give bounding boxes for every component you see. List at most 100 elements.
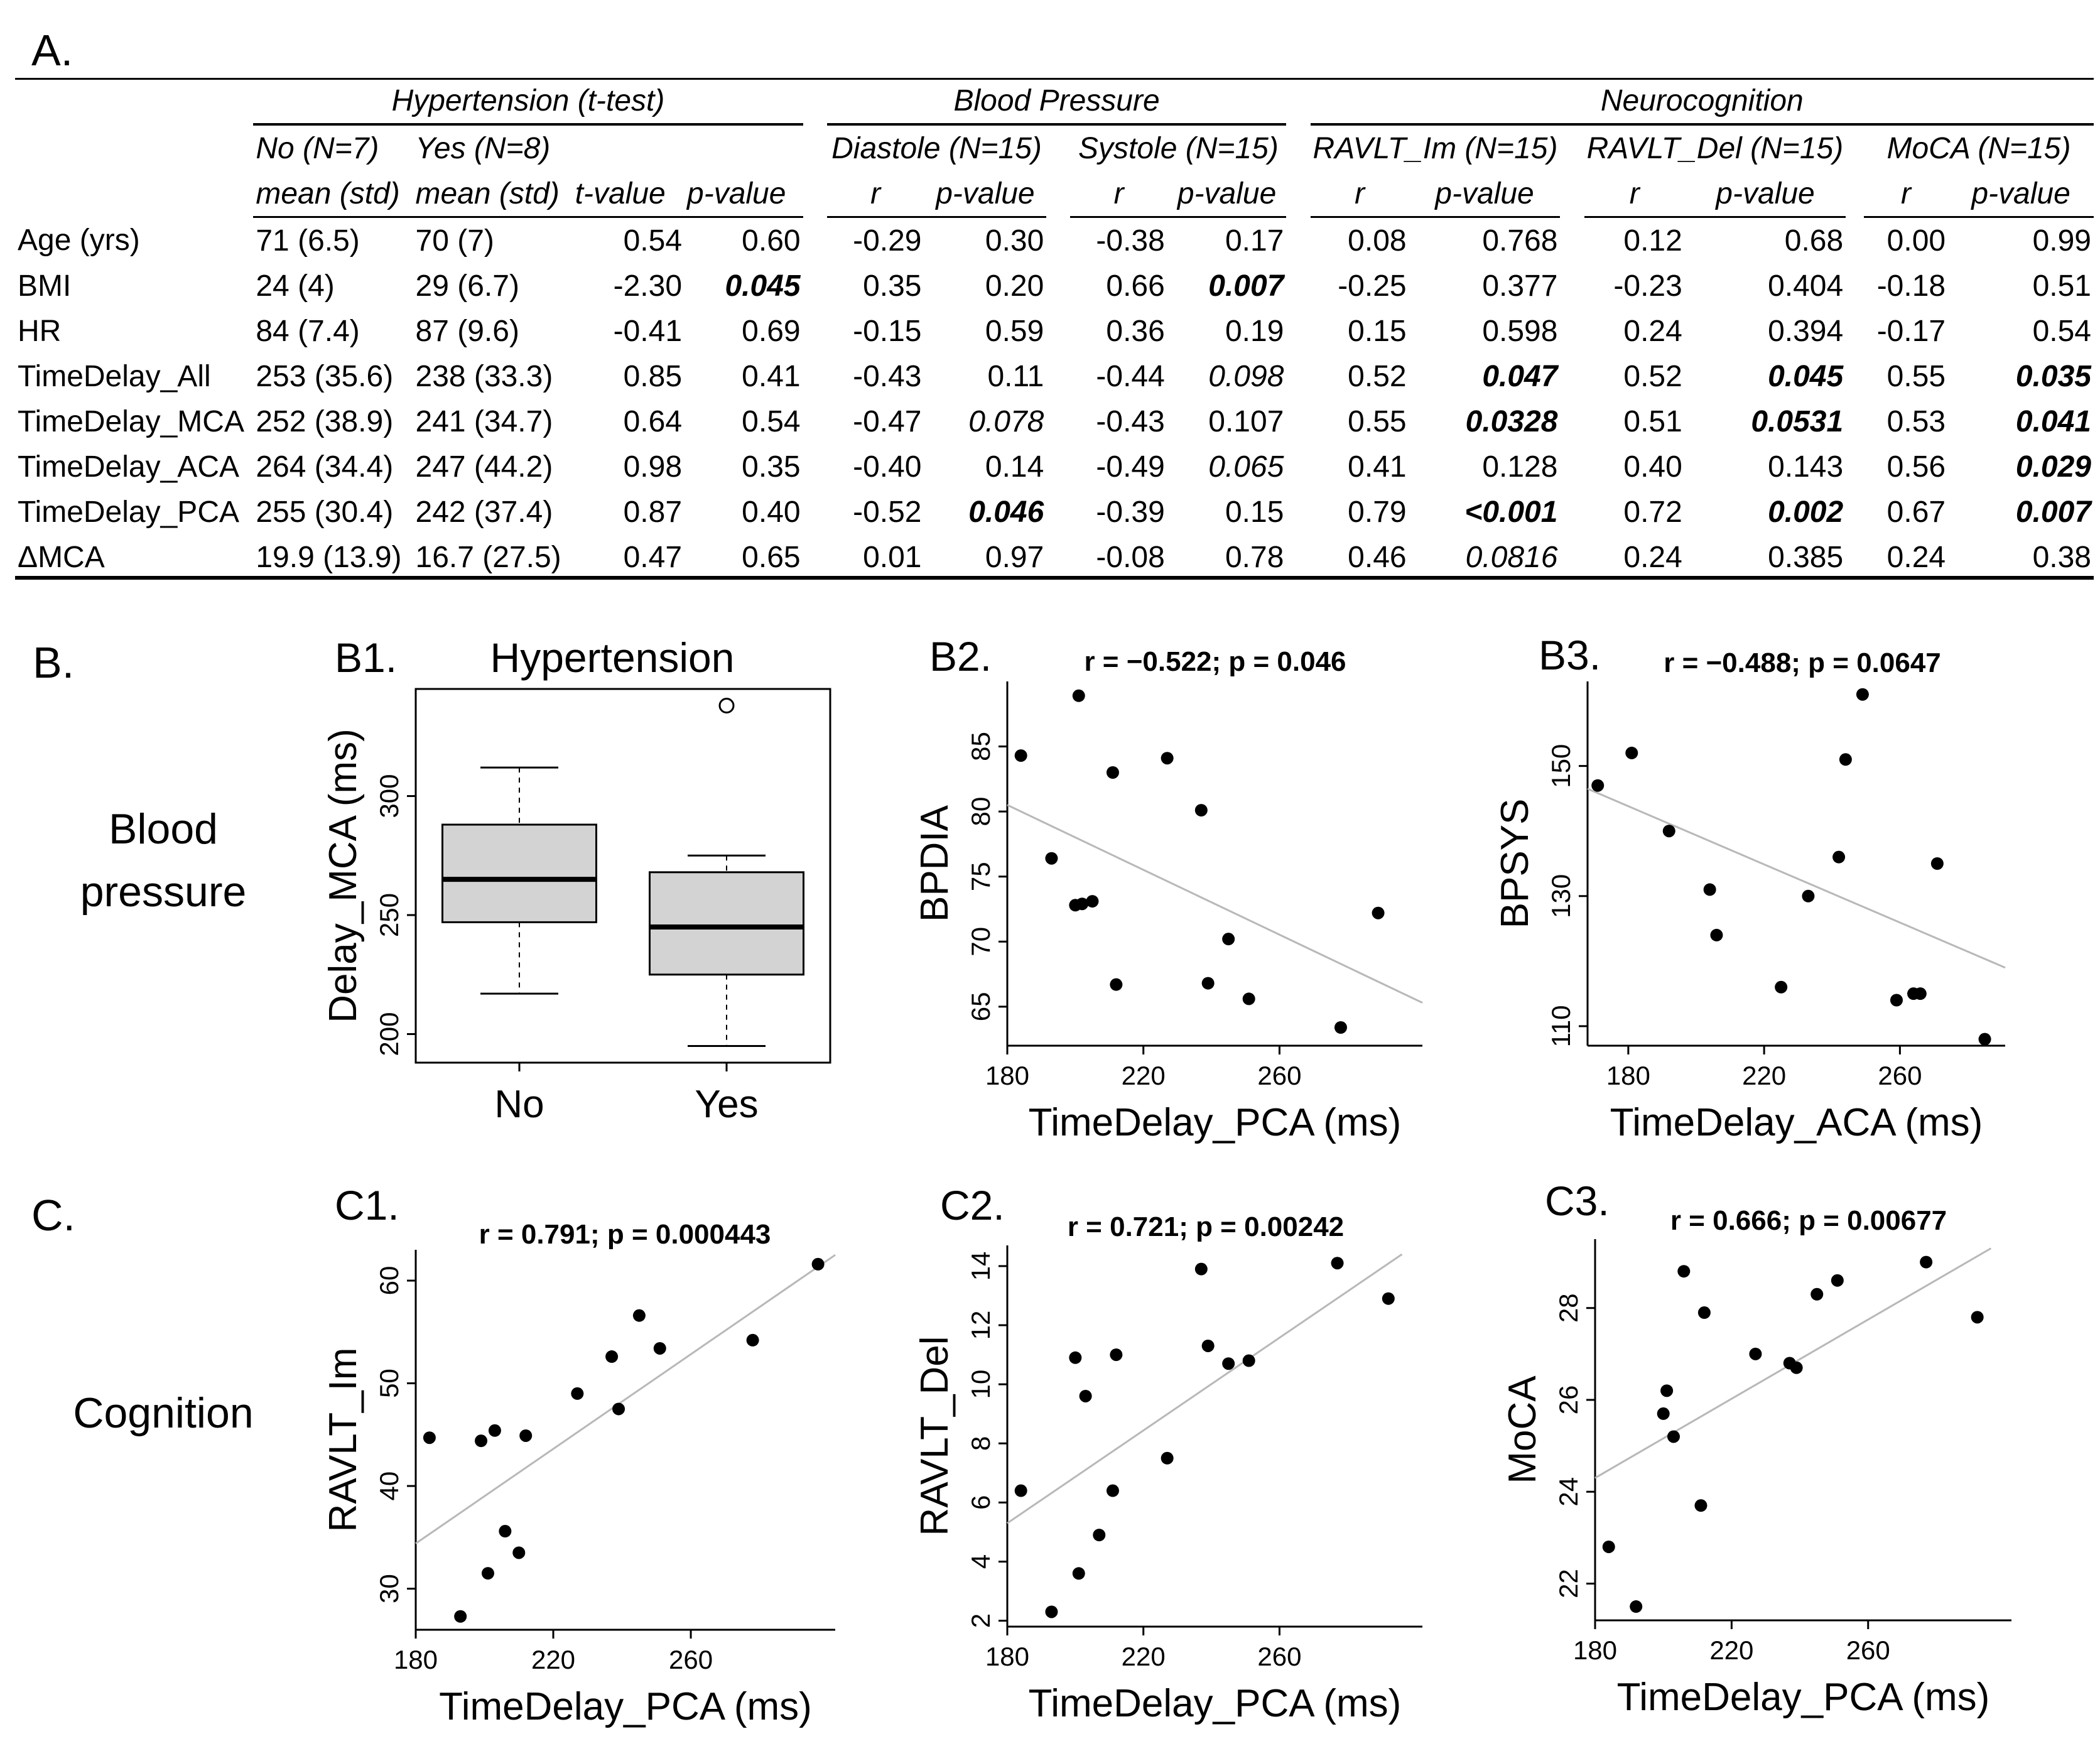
data-point [1242, 992, 1255, 1005]
row-label-cell: TimeDelay_MCA [18, 404, 244, 438]
y-tick-label: 8 [966, 1436, 995, 1451]
data-point [1072, 689, 1085, 702]
cell-im-r: 0.15 [1348, 314, 1407, 348]
cell-t: 0.98 [623, 450, 683, 484]
cell-sys-p: 0.065 [1208, 450, 1284, 484]
y-tick-label: 110 [1546, 1005, 1576, 1047]
table-row: BMI 24 (4) 29 (6.7) -2.30 0.045 0.35 0.20 0.66 0… [15, 263, 2094, 308]
row-label-blood-pressure: Blood pressure [63, 798, 264, 923]
cell-del-p: 0.394 [1768, 314, 1844, 348]
cell-sys-r: -0.49 [1096, 450, 1165, 484]
cell-del-r: 0.24 [1623, 314, 1682, 348]
data-point [1839, 753, 1852, 766]
data-point [475, 1434, 488, 1448]
data-point [499, 1525, 512, 1538]
data-point [481, 1567, 494, 1580]
cell-sys-p: 0.107 [1208, 404, 1284, 438]
cell-del-r: -0.23 [1613, 269, 1682, 303]
data-point [1372, 906, 1385, 919]
cell-sys-r: 0.66 [1106, 269, 1165, 303]
cell-sys-r: 0.36 [1106, 314, 1165, 348]
b3-stat: r = −0.488; p = 0.0647 [1664, 648, 1941, 678]
data-point [1667, 1430, 1680, 1443]
data-point [1045, 1605, 1058, 1618]
cell-no: 71 (6.5) [256, 224, 360, 257]
row-label-cell: BMI [18, 269, 72, 303]
x-category-label: Yes [695, 1083, 758, 1126]
data-point [1079, 1389, 1092, 1402]
cell-moca-p: 0.007 [2015, 495, 2091, 529]
c1-x-label: TimeDelay_PCA (ms) [439, 1685, 812, 1728]
cell-im-r: 0.52 [1348, 359, 1407, 393]
row-label-blood: Blood [109, 805, 218, 853]
x-tick-label: 220 [1709, 1635, 1753, 1665]
data-point [1630, 1600, 1643, 1613]
x-tick-label: 180 [985, 1642, 1029, 1671]
row-label-cell: TimeDelay_ACA [18, 450, 239, 484]
colhead-im-r: r [1310, 171, 1409, 218]
data-point [605, 1350, 619, 1363]
box-body [649, 871, 804, 976]
cell-moca-r: 0.00 [1886, 224, 1946, 257]
cell-yes: 242 (37.4) [415, 495, 553, 529]
cell-yes: 16.7 (27.5) [415, 540, 561, 574]
x-tick-label: 220 [1122, 1061, 1166, 1090]
cell-dia-p: 0.046 [968, 495, 1044, 529]
cell-no: 24 (4) [256, 269, 335, 303]
fit-line [1007, 1253, 1403, 1524]
cell-sys-p: 0.78 [1225, 540, 1284, 574]
box-outlier [718, 698, 735, 714]
cell-im-p: 0.377 [1482, 269, 1558, 303]
x-tick-label: 220 [1122, 1642, 1166, 1671]
cell-sys-r: -0.43 [1096, 404, 1165, 438]
y-tick-label: 6 [966, 1495, 995, 1510]
row-label-cell: Age (yrs) [18, 223, 140, 257]
cell-im-r: 0.79 [1348, 495, 1407, 529]
cell-im-p: <0.001 [1464, 495, 1558, 529]
stats-table: Hypertension (t-test) Blood Pressure Neu… [15, 78, 2094, 580]
x-tick-label: 220 [1742, 1061, 1786, 1090]
cell-im-r: -0.25 [1338, 269, 1407, 303]
b2-tag: B2. [929, 633, 992, 680]
cell-dia-r: -0.52 [853, 495, 922, 529]
data-point [1069, 1351, 1082, 1364]
y-tick-label: 30 [374, 1574, 404, 1603]
cell-moca-p: 0.51 [2032, 269, 2091, 303]
data-point [512, 1546, 526, 1559]
data-point [1045, 852, 1058, 865]
data-point [1660, 1384, 1674, 1397]
y-tick-label: 12 [966, 1311, 995, 1340]
cell-dia-p: 0.97 [985, 540, 1044, 574]
c3-x-label: TimeDelay_PCA (ms) [1617, 1676, 1990, 1719]
data-point [1331, 1257, 1344, 1270]
data-point [1334, 1021, 1347, 1034]
cell-p: 0.65 [742, 540, 801, 574]
cell-p: 0.54 [742, 404, 801, 438]
cell-p: 0.60 [742, 224, 801, 257]
y-tick-label: 80 [966, 797, 995, 827]
b1-frame [414, 688, 831, 1064]
cell-moca-p: 0.029 [2015, 450, 2091, 484]
panel-letter-a: A. [31, 26, 73, 75]
data-point [1657, 1407, 1670, 1420]
cell-yes: 87 (9.6) [415, 314, 519, 348]
cell-t: 0.54 [623, 224, 683, 257]
colhead-moca-r: r [1863, 171, 1949, 218]
cell-im-r: 0.41 [1348, 450, 1407, 484]
cell-moca-r: -0.17 [1876, 314, 1946, 348]
cell-no: 84 (7.4) [256, 314, 360, 348]
data-point [1802, 889, 1815, 902]
c3-y-label: MoCA [1501, 1375, 1544, 1484]
cell-dia-r: -0.47 [853, 404, 922, 438]
cell-del-r: 0.51 [1623, 404, 1682, 438]
cell-del-r: 0.40 [1623, 450, 1682, 484]
table-row: TimeDelay_All 253 (35.6) 238 (33.3) 0.85 0.4… [15, 354, 2094, 399]
cell-no: 252 (38.9) [256, 404, 394, 438]
cell-dia-r: -0.15 [853, 314, 922, 348]
cell-sys-r: -0.39 [1096, 495, 1165, 529]
data-point [1110, 1348, 1123, 1362]
cell-t: -0.41 [613, 314, 683, 348]
cell-p: 0.045 [725, 269, 801, 303]
data-point [1201, 977, 1215, 990]
cell-moca-p: 0.99 [2032, 224, 2091, 257]
